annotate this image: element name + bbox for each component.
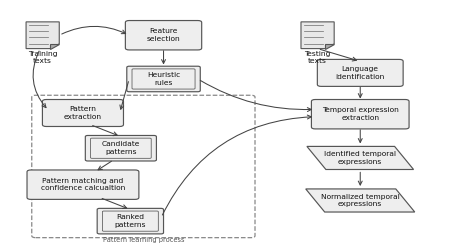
Text: Pattern matching and
confidence calcualtion: Pattern matching and confidence calcualt… (41, 178, 125, 191)
Text: Language
identification: Language identification (336, 66, 385, 80)
Polygon shape (50, 44, 59, 49)
FancyBboxPatch shape (85, 136, 156, 161)
FancyBboxPatch shape (42, 100, 123, 126)
Polygon shape (307, 146, 413, 170)
FancyBboxPatch shape (97, 208, 164, 234)
Polygon shape (325, 44, 334, 49)
Text: Temporal expression
extraction: Temporal expression extraction (322, 107, 399, 121)
FancyBboxPatch shape (127, 66, 200, 92)
Text: Candidate
patterns: Candidate patterns (102, 141, 140, 155)
Text: Testing
texts: Testing texts (304, 51, 331, 64)
Polygon shape (26, 22, 59, 49)
Text: Normalized temporal
expressions: Normalized temporal expressions (321, 194, 400, 207)
Text: Identified temporal
expressions: Identified temporal expressions (324, 151, 396, 165)
Text: Pattern
extraction: Pattern extraction (64, 106, 102, 120)
Polygon shape (306, 189, 415, 212)
Polygon shape (301, 22, 334, 49)
Text: Pattern learning process: Pattern learning process (103, 237, 184, 243)
Text: Feature
selection: Feature selection (146, 28, 181, 42)
FancyBboxPatch shape (27, 170, 139, 199)
Text: Ranked
patterns: Ranked patterns (115, 214, 146, 228)
FancyBboxPatch shape (318, 60, 403, 87)
FancyBboxPatch shape (311, 100, 409, 129)
Text: Heuristic
rules: Heuristic rules (147, 72, 180, 86)
Text: Training
texts: Training texts (28, 51, 57, 64)
FancyBboxPatch shape (125, 21, 201, 50)
